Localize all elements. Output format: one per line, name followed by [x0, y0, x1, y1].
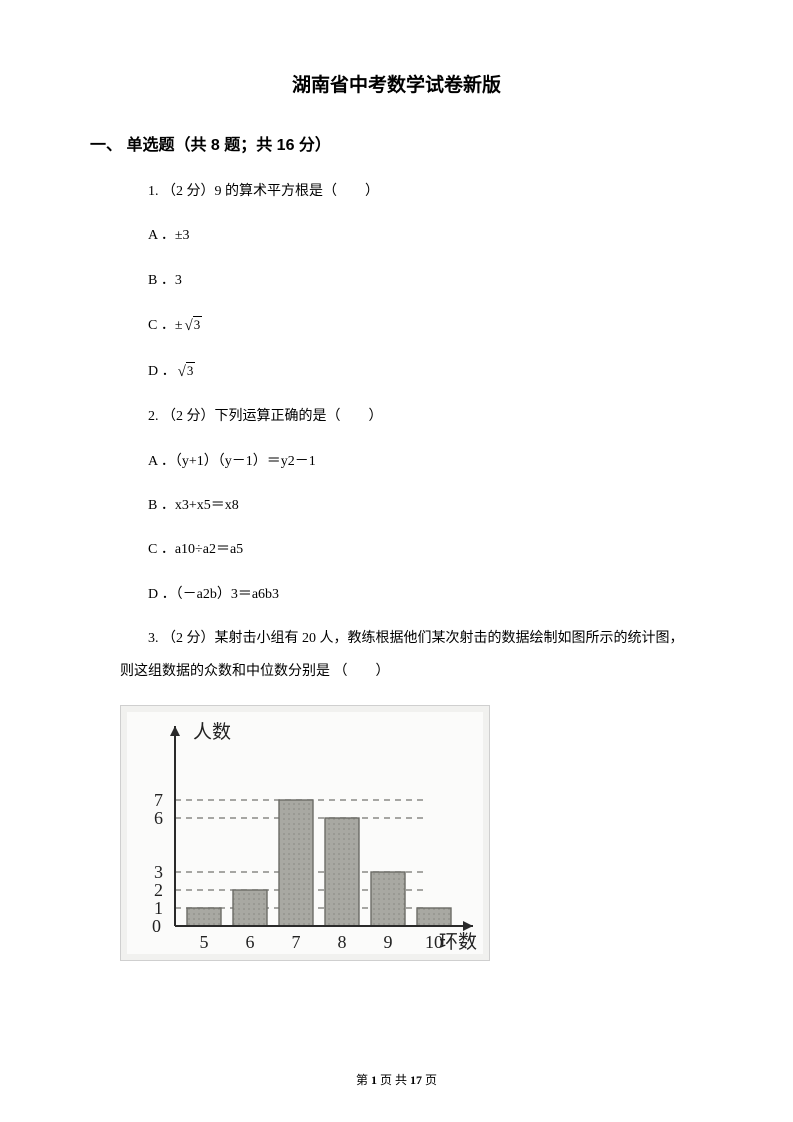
svg-text:6: 6 — [246, 932, 255, 952]
svg-text:1: 1 — [154, 898, 163, 918]
svg-text:6: 6 — [154, 808, 163, 828]
page-footer: 第 1 页 共 17 页 — [0, 1071, 793, 1088]
q1-c-radicand: 3 — [193, 316, 203, 332]
svg-text:7: 7 — [292, 932, 301, 952]
q2-option-c: C ．a10÷a2＝a5 — [148, 539, 703, 561]
svg-text:3: 3 — [154, 862, 163, 882]
q1-c-prefix: C ．± — [148, 318, 183, 333]
svg-text:9: 9 — [384, 932, 393, 952]
q1-option-b: B ．3 — [148, 270, 703, 292]
bar-chart-svg: 0123675678910人数环数 — [127, 712, 485, 956]
q3-line2: 则这组数据的众数和中位数分别是 （ ） — [120, 661, 703, 683]
svg-text:7: 7 — [154, 790, 163, 810]
footer-mid: 页 共 — [377, 1073, 410, 1087]
q3-line1: 3. （2 分）某射击小组有 20 人，教练根据他们某次射击的数据绘制如图所示的… — [120, 628, 703, 650]
q1-d-prefix: D ． — [148, 364, 176, 379]
sqrt-icon: 3 — [176, 360, 196, 384]
q1-d-radicand: 3 — [186, 362, 196, 378]
q1-option-c: C ．± 3 — [148, 314, 703, 338]
q1-option-a: A ．±3 — [148, 225, 703, 247]
q2-option-d: D ．（－a2b）3＝a6b3 — [148, 584, 703, 606]
page-title: 湖南省中考数学试卷新版 — [90, 70, 703, 97]
q2-stem: 2. （2 分）下列运算正确的是（ ） — [120, 406, 703, 428]
section-heading-1: 一、 单选题（共 8 题；共 16 分） — [90, 131, 703, 155]
q2-option-a: A ．（y+1）（y－1）＝y2－1 — [148, 451, 703, 473]
footer-total: 17 — [410, 1073, 422, 1087]
bar-chart-inner: 0123675678910人数环数 — [127, 712, 483, 954]
svg-text:8: 8 — [338, 932, 347, 952]
svg-text:环数: 环数 — [439, 931, 477, 953]
q1-option-d: D ． 3 — [148, 360, 703, 384]
svg-text:5: 5 — [200, 932, 209, 952]
sqrt-icon: 3 — [183, 314, 203, 338]
bar-chart: 0123675678910人数环数 — [120, 705, 490, 961]
svg-text:人数: 人数 — [193, 721, 231, 743]
question-3: 3. （2 分）某射击小组有 20 人，教练根据他们某次射击的数据绘制如图所示的… — [90, 628, 703, 683]
footer-prefix: 第 — [356, 1073, 371, 1087]
q1-stem: 1. （2 分）9 的算术平方根是（ ） — [120, 181, 703, 203]
q2-option-b: B ．x3+x5＝x8 — [148, 495, 703, 517]
footer-suffix: 页 — [422, 1073, 437, 1087]
svg-text:2: 2 — [154, 880, 163, 900]
question-1: 1. （2 分）9 的算术平方根是（ ） A ．±3 B ．3 C ．± 3 D … — [120, 181, 703, 384]
svg-text:0: 0 — [152, 916, 161, 936]
question-2: 2. （2 分）下列运算正确的是（ ） A ．（y+1）（y－1）＝y2－1 B… — [120, 406, 703, 606]
